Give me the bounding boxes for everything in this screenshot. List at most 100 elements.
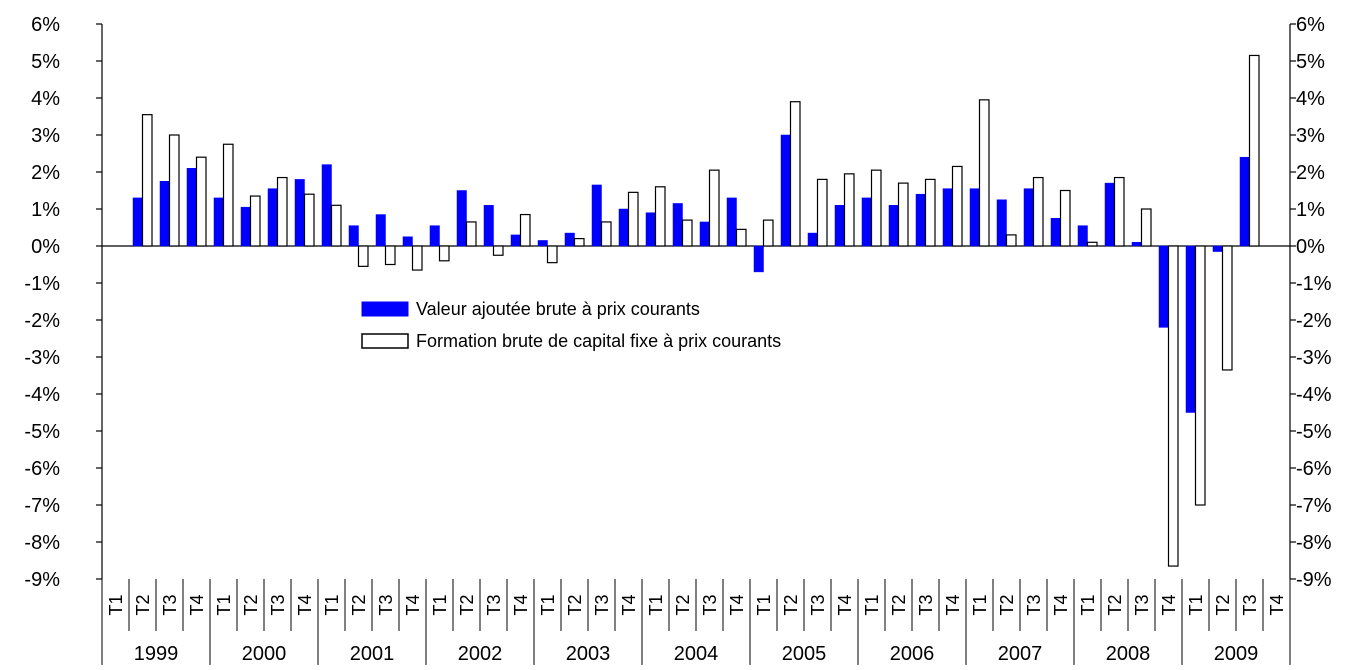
legend-swatch-capital-formation bbox=[361, 333, 409, 349]
bar-value-added bbox=[780, 134, 791, 247]
y-tick-label-right: -2% bbox=[1296, 310, 1332, 332]
year-label: 2008 bbox=[1106, 643, 1151, 665]
bar-value-added bbox=[1131, 242, 1142, 247]
quarter-label: T4 bbox=[1159, 594, 1179, 615]
bar-capital-formation bbox=[789, 101, 801, 247]
bar-capital-formation bbox=[762, 219, 774, 247]
y-tick-label-right: 4% bbox=[1296, 88, 1325, 110]
y-tick-label-left: 2% bbox=[31, 162, 60, 184]
bar-capital-formation bbox=[870, 169, 882, 247]
bar-capital-formation bbox=[276, 176, 288, 247]
quarter-label: T3 bbox=[268, 594, 288, 615]
bar-value-added bbox=[915, 193, 926, 247]
bar-value-added bbox=[1185, 245, 1196, 413]
quarter-label: T1 bbox=[106, 594, 126, 615]
bar-value-added bbox=[996, 199, 1007, 247]
axis-labels: 6% 6% 5% 5% 4% 4% 3% 3% 2% 2% 1% 1% 0% 0% -1% -1% -2% -2%… bbox=[24, 14, 1331, 665]
bar-value-added bbox=[1077, 225, 1088, 247]
legend-swatch-value-added bbox=[361, 301, 409, 317]
quarter-label: T1 bbox=[322, 594, 342, 615]
bar-capital-formation bbox=[249, 195, 261, 247]
y-tick-label-right: -1% bbox=[1296, 273, 1332, 295]
y-tick-label-right: 2% bbox=[1296, 162, 1325, 184]
bar-value-added bbox=[753, 245, 764, 273]
bar-capital-formation bbox=[816, 178, 828, 247]
bar-capital-formation bbox=[168, 134, 180, 247]
bar-capital-formation bbox=[573, 238, 585, 247]
y-tick-label-right: -3% bbox=[1296, 347, 1332, 369]
bar-capital-formation bbox=[951, 165, 963, 247]
y-tick-label-right: 0% bbox=[1296, 236, 1325, 258]
bar-capital-formation bbox=[384, 245, 396, 266]
legend-label-capital-formation: Formation brute de capital fixe à prix c… bbox=[416, 331, 781, 351]
bar-capital-formation bbox=[708, 169, 720, 247]
year-label: 2000 bbox=[242, 643, 287, 665]
quarter-label: T4 bbox=[619, 594, 639, 615]
y-tick-label-left: 5% bbox=[31, 51, 60, 73]
quarter-label: T2 bbox=[997, 594, 1017, 615]
bar-value-added bbox=[537, 240, 548, 247]
bar-value-added bbox=[186, 168, 197, 247]
bar-capital-formation bbox=[438, 245, 450, 262]
bar-capital-formation bbox=[465, 221, 477, 247]
bar-value-added bbox=[1050, 218, 1061, 247]
bar-capital-formation bbox=[654, 186, 666, 247]
y-tick-label-left: -3% bbox=[24, 347, 60, 369]
bar-capital-formation bbox=[1113, 176, 1125, 247]
bar-capital-formation bbox=[1032, 176, 1044, 247]
bar-value-added bbox=[726, 197, 737, 247]
y-tick-label-left: -7% bbox=[24, 495, 60, 517]
bar-capital-formation bbox=[681, 219, 693, 247]
quarter-label: T4 bbox=[187, 594, 207, 615]
year-label: 2002 bbox=[458, 643, 503, 665]
bar-capital-formation bbox=[735, 228, 747, 247]
bar-value-added bbox=[1158, 245, 1169, 328]
y-tick-label-left: 0% bbox=[31, 236, 60, 258]
quarter-label: T1 bbox=[646, 594, 666, 615]
y-tick-label-left: 6% bbox=[31, 14, 60, 36]
y-tick-label-left: -2% bbox=[24, 310, 60, 332]
quarter-label: T1 bbox=[862, 594, 882, 615]
bar-value-added bbox=[267, 188, 278, 247]
bar-value-added bbox=[861, 197, 872, 247]
y-tick-label-left: -1% bbox=[24, 273, 60, 295]
y-tick-label-right: -5% bbox=[1296, 421, 1332, 443]
bar-capital-formation bbox=[546, 245, 558, 264]
year-label: 1999 bbox=[134, 643, 179, 665]
bar-capital-formation bbox=[195, 156, 207, 247]
quarter-label: T3 bbox=[1024, 594, 1044, 615]
y-tick-label-left: -6% bbox=[24, 458, 60, 480]
bar-capital-formation bbox=[1059, 189, 1071, 247]
bar-capital-formation bbox=[843, 173, 855, 247]
y-tick-label-right: -9% bbox=[1296, 569, 1332, 591]
quarter-label: T1 bbox=[214, 594, 234, 615]
quarter-label: T1 bbox=[1078, 594, 1098, 615]
y-tick-label-right: 1% bbox=[1296, 199, 1325, 221]
year-label: 2007 bbox=[998, 643, 1043, 665]
bar-value-added bbox=[942, 188, 953, 247]
quarter-label: T2 bbox=[781, 594, 801, 615]
bar-value-added bbox=[564, 232, 575, 247]
quarter-label: T2 bbox=[349, 594, 369, 615]
bar-value-added bbox=[807, 232, 818, 247]
quarter-label: T2 bbox=[889, 594, 909, 615]
bar-capital-formation bbox=[1005, 234, 1017, 247]
bar-capital-formation bbox=[357, 245, 369, 267]
bar-value-added bbox=[1104, 182, 1115, 247]
bar-capital-formation bbox=[627, 191, 639, 247]
quarter-label: T1 bbox=[1186, 594, 1206, 615]
bar-value-added bbox=[159, 181, 170, 247]
bar-capital-formation bbox=[924, 178, 936, 247]
bar-value-added bbox=[132, 197, 143, 247]
quarter-label: T3 bbox=[916, 594, 936, 615]
quarter-label: T4 bbox=[403, 594, 423, 615]
y-tick-label-right: 6% bbox=[1296, 14, 1325, 36]
quarter-label: T3 bbox=[808, 594, 828, 615]
quarter-label: T2 bbox=[565, 594, 585, 615]
quarter-label: T1 bbox=[970, 594, 990, 615]
bar-capital-formation bbox=[303, 193, 315, 247]
bar-value-added bbox=[645, 212, 656, 247]
legend: Valeur ajoutée brute à prix courants For… bbox=[361, 299, 781, 351]
quarter-label: T2 bbox=[1213, 594, 1233, 615]
bar-value-added bbox=[321, 164, 332, 247]
